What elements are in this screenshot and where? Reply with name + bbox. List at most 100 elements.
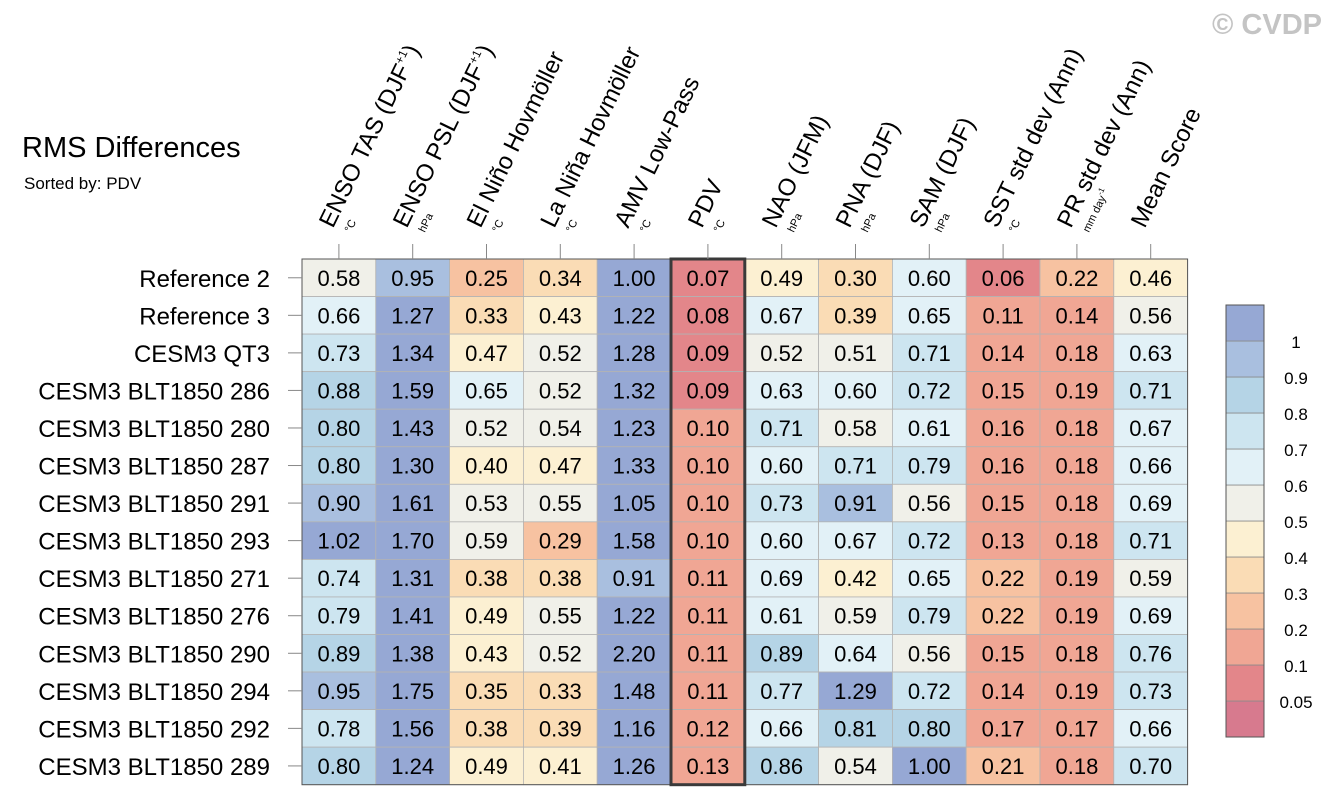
cell-value-label: 0.14 (982, 341, 1025, 366)
colorbar-tick-label: 0.7 (1284, 441, 1308, 460)
cell-value-label: 0.52 (760, 341, 803, 366)
heatmap-cell (375, 596, 450, 635)
heatmap-cell (301, 258, 377, 297)
heatmap-grid: 0.58 0.95 0.25 0.34 1.00 0.07 0.49 0.30 0.60 0.06… (288, 244, 1189, 787)
cell-value-label: 0.79 (908, 454, 951, 479)
heatmap-cell (965, 296, 1041, 335)
cell-value-label: 1.70 (391, 529, 434, 554)
cell-value-label: 0.39 (539, 716, 582, 741)
heatmap-cell (670, 634, 746, 673)
column-unit-sst-std-dev-ann: °C (1007, 218, 1023, 234)
colorbar-swatch (1225, 412, 1265, 450)
cell-value-label: 0.10 (686, 416, 729, 441)
cell-value-label: 0.60 (908, 266, 951, 291)
heatmap-cell (670, 709, 746, 748)
heatmap-cell (596, 296, 672, 335)
cell-value-label: 0.61 (908, 416, 951, 441)
heatmap-cell (1039, 671, 1115, 710)
heatmap-cell (965, 671, 1041, 710)
row-label-cesm3-blt1850-276: CESM3 BLT1850 276 (38, 604, 270, 631)
heatmap-cell (965, 746, 1041, 786)
heatmap-cell (818, 596, 893, 635)
cell-value-label: 0.46 (1129, 266, 1172, 291)
heatmap-cell (744, 296, 819, 335)
cell-value-label: 0.90 (317, 491, 360, 516)
heatmap-cell (596, 333, 672, 373)
heatmap-cell (1039, 634, 1115, 673)
heatmap-cell (375, 296, 450, 335)
cell-value-label: 0.16 (982, 416, 1025, 441)
column-unit-enso-tas-djf: °C (343, 218, 359, 234)
heatmap-cell (449, 634, 524, 673)
cell-value-label: 0.18 (1055, 416, 1098, 441)
heatmap-cell (449, 709, 524, 748)
cell-value-label: 0.70 (1129, 754, 1172, 779)
cell-value-label: 0.30 (834, 266, 877, 291)
heatmap-cell (1113, 709, 1189, 748)
colorbar-border (1225, 304, 1265, 738)
cell-value-label: 0.65 (908, 303, 951, 328)
heatmap-cell (744, 559, 819, 598)
cell-value-label: 0.65 (465, 378, 508, 403)
row-label-cesm3-blt1850-290: CESM3 BLT1850 290 (38, 641, 270, 668)
heatmap-cell (1113, 746, 1189, 786)
cell-value-label: 0.12 (686, 716, 729, 741)
heatmap-cell (523, 634, 598, 673)
cell-value-label: 0.11 (983, 303, 1024, 328)
row-label-cesm3-blt1850-280: CESM3 BLT1850 280 (38, 416, 270, 443)
cell-value-label: 1.43 (391, 416, 434, 441)
cell-value-label: 0.52 (539, 641, 582, 666)
cell-value-label: 1.31 (391, 566, 434, 591)
cell-value-label: 0.80 (908, 716, 951, 741)
column-unit-label: °C (638, 218, 654, 234)
cell-value-label: 1.58 (613, 529, 656, 554)
cell-value-label: 0.22 (982, 604, 1025, 629)
heatmap-cell (1039, 371, 1115, 410)
row-label-cesm3-blt1850-289: CESM3 BLT1850 289 (38, 754, 270, 781)
row-label-cesm3-blt1850-291: CESM3 BLT1850 291 (38, 491, 270, 518)
heatmap-cell (449, 483, 524, 523)
colorbar-swatch (1225, 664, 1265, 702)
cell-value-label: 1.29 (834, 679, 877, 704)
cell-value-label: 0.63 (1129, 341, 1172, 366)
cell-value-label: 1.59 (391, 378, 434, 403)
cell-value-label: 1.32 (613, 378, 656, 403)
column-unit-la-ni-a-hovm-ller: °C (564, 218, 580, 234)
heatmap-cell (301, 634, 377, 673)
heatmap-cell (523, 559, 598, 598)
cell-value-label: 1.41 (391, 604, 434, 629)
cell-value-label: 0.69 (760, 566, 803, 591)
heatmap-cell (596, 596, 672, 635)
cell-value-label: 0.08 (686, 303, 729, 328)
cell-value-label: 0.10 (686, 454, 729, 479)
heatmap-cell (375, 634, 450, 673)
cell-value-label: 1.00 (908, 754, 951, 779)
cell-value-label: 0.21 (982, 754, 1025, 779)
cell-value-label: 0.65 (908, 566, 951, 591)
heatmap-cell (1039, 483, 1115, 523)
column-label-superscript: +1 (392, 47, 411, 66)
colorbar-tick-label: 0.2 (1284, 621, 1308, 640)
cell-value-label: 0.72 (908, 529, 951, 554)
heatmap-cell (523, 596, 598, 635)
heatmap-cell (301, 559, 377, 598)
heatmap-cell (744, 634, 819, 673)
heatmap-cell (1113, 521, 1189, 560)
column-labels: ENSO TAS (DJF+1)°C ENSO PSL (DJF+1)hPa El … (314, 40, 1207, 234)
heatmap-cell (301, 521, 377, 560)
heatmap-cell (523, 483, 598, 523)
cell-value-label: 0.59 (834, 604, 877, 629)
colorbar-tick-label: 0.9 (1284, 369, 1308, 388)
column-unit-label: °C (1007, 218, 1023, 234)
heatmap-cell (1113, 333, 1189, 373)
heatmap-cell (301, 446, 377, 485)
cell-value-label: 0.56 (1129, 303, 1172, 328)
heatmap-cell (1113, 258, 1189, 297)
colorbar-tick-label: 0.5 (1284, 513, 1308, 532)
cell-value-label: 2.20 (613, 641, 656, 666)
column-unit-label: °C (564, 218, 580, 234)
heatmap-cell (670, 408, 746, 448)
cell-value-label: 0.71 (1129, 378, 1172, 403)
column-header-mean-score: Mean Score (1126, 103, 1207, 231)
heatmap-cell (744, 671, 819, 710)
